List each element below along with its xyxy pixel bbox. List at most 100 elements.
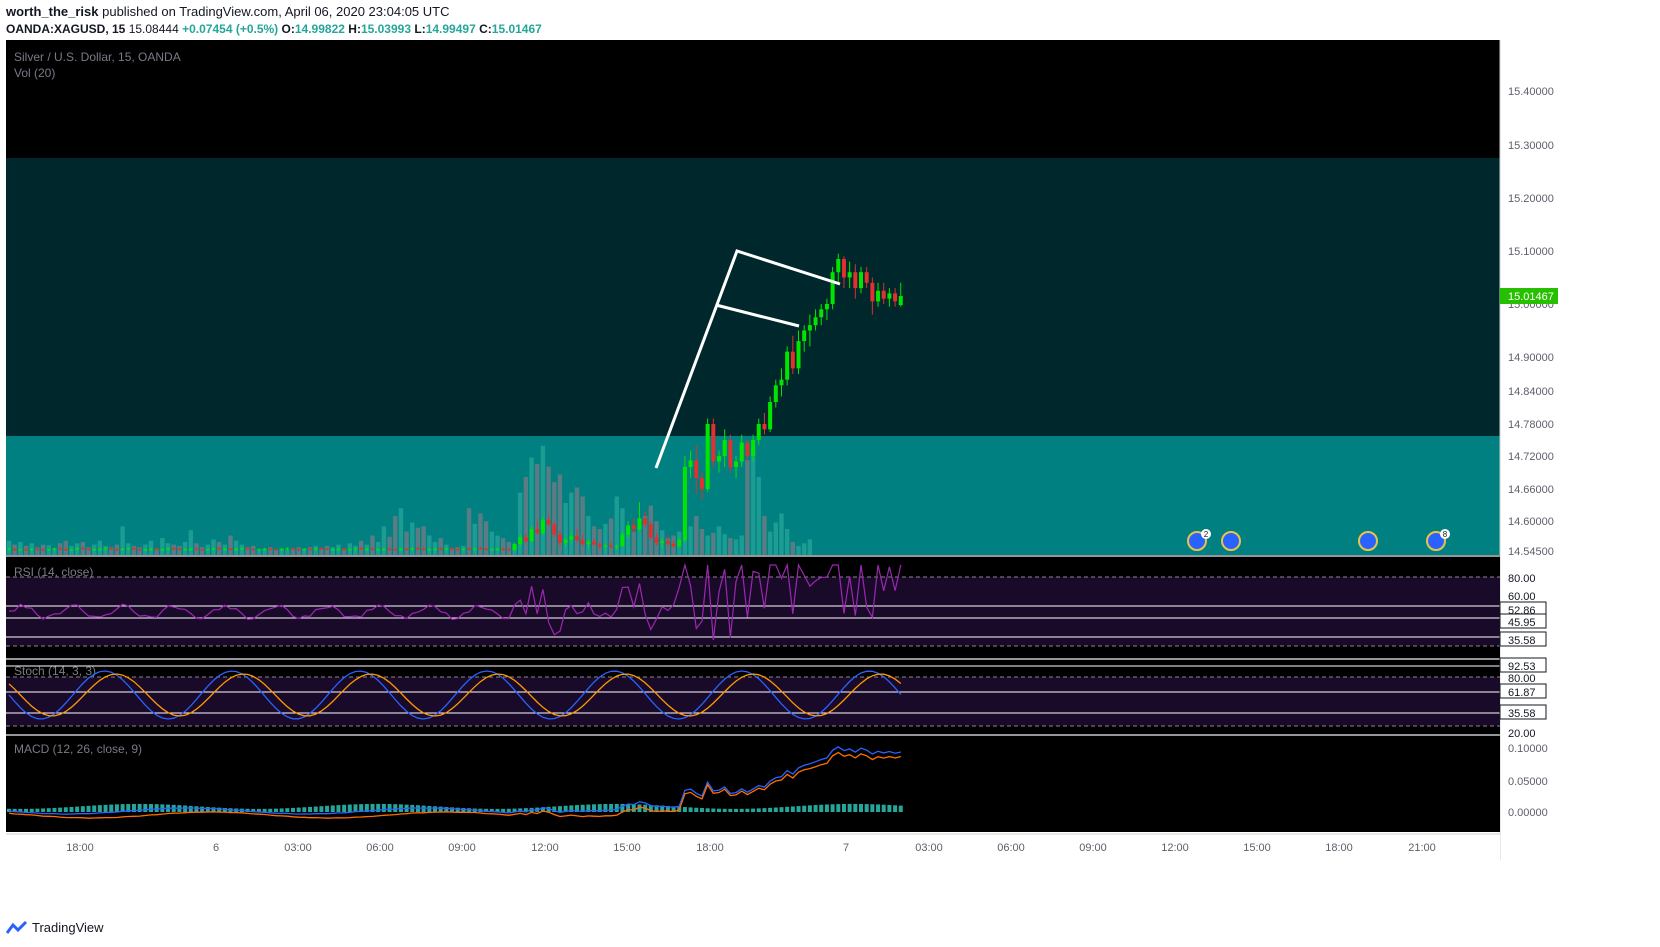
volume-bar (705, 535, 710, 555)
volume-bar (728, 538, 733, 555)
time-tick-label: 18:00 (696, 842, 724, 854)
volume-bar (341, 548, 347, 555)
candle-body (620, 534, 625, 547)
candle-body (472, 548, 477, 550)
macd-histogram-bar (796, 806, 801, 812)
candle-body (876, 290, 881, 302)
macd-histogram-bar (353, 804, 358, 812)
time-tick-label: 03:00 (284, 842, 312, 854)
candle-body (580, 540, 585, 544)
price-tick-label: 14.90000 (1508, 352, 1554, 364)
candle-body (359, 548, 364, 550)
publisher-line: worth_the_risk published on TradingView.… (6, 4, 449, 19)
candle-body (131, 548, 136, 550)
macd-histogram-bar (734, 808, 739, 812)
last-price-badge (1500, 288, 1558, 304)
volume-bar (779, 513, 784, 555)
price-tick-label: 15.40000 (1508, 86, 1554, 98)
author-name[interactable]: worth_the_risk (6, 4, 99, 19)
event-count-badge (1440, 529, 1450, 539)
time-tick-label: 7 (843, 842, 849, 854)
candle-body (546, 519, 551, 525)
volume-bar (307, 547, 313, 555)
macd-pane (6, 736, 1500, 832)
candle-body (540, 519, 545, 533)
macd-histogram-bar (92, 805, 97, 812)
macd-histogram-bar (75, 806, 80, 812)
candle-body (523, 537, 528, 542)
macd-histogram-bar (484, 808, 489, 812)
stoch-level-box (1499, 683, 1547, 699)
macd-histogram-bar (80, 806, 85, 812)
volume-bar (625, 529, 631, 555)
candle-body (273, 549, 278, 551)
macd-histogram-bar (217, 807, 222, 812)
candle-body (586, 541, 591, 544)
volume-bar (279, 548, 284, 555)
volume-bar (614, 496, 619, 555)
candle-body (478, 548, 483, 550)
candle-body (291, 548, 295, 550)
macd-histogram-bar (631, 804, 636, 812)
candle-body (404, 548, 409, 550)
volume-bar (256, 549, 262, 555)
volume-bar (52, 548, 57, 555)
stoch-level-box (1499, 657, 1547, 673)
candle-body (114, 549, 119, 551)
price-tick-label: 14.54500 (1508, 546, 1554, 558)
volume-bar (188, 530, 193, 555)
volume-bar (722, 534, 727, 555)
volume-bar (500, 538, 506, 555)
volume-bar (421, 526, 426, 555)
rsi-tick-label: 60.00 (1508, 591, 1536, 603)
volume-bar (234, 540, 239, 555)
candle-body (7, 548, 11, 550)
candle-body (308, 548, 313, 550)
volume-bar (449, 548, 455, 555)
price-tick-label: 15.30000 (1508, 140, 1554, 152)
volume-bar (381, 526, 387, 555)
macd-histogram-bar (97, 805, 102, 812)
volume-bar (120, 526, 125, 555)
candle-body (75, 548, 80, 550)
macd-histogram-bar (592, 804, 597, 812)
macd-histogram-bar (540, 807, 545, 812)
volume-bar (489, 531, 494, 555)
volume-bar (688, 526, 693, 555)
volume-bar (523, 477, 529, 555)
volume-bar (518, 492, 523, 555)
macd-histogram-bar (455, 807, 460, 812)
macd-histogram-bar (438, 806, 443, 812)
candle-body (427, 549, 432, 551)
candle-body (381, 548, 386, 550)
macd-histogram-bar (109, 804, 114, 812)
candle-body (149, 548, 153, 550)
open-value: 14.99822 (294, 22, 345, 36)
candle-body (319, 548, 324, 550)
volume-bar (154, 548, 159, 555)
macd-line (8, 746, 901, 815)
volume-bar (455, 547, 460, 555)
price-tick-label: 14.60000 (1508, 516, 1554, 528)
candle-body (603, 545, 608, 547)
macd-histogram-bar (387, 804, 392, 812)
macd-histogram-bar (682, 807, 687, 812)
price-tick-label: 15.20000 (1508, 193, 1554, 205)
candle-body (637, 518, 642, 530)
macd-histogram-bar (671, 806, 676, 812)
stoch-tick-label: 92.53 (1508, 661, 1536, 673)
volume-bar (285, 549, 290, 555)
high-value: 15.03993 (360, 22, 412, 36)
volume-bar (762, 516, 767, 555)
footer-brand: TradingView (32, 920, 104, 935)
candle-body (200, 549, 205, 551)
tradingview-logo-icon (6, 920, 28, 934)
price-change: +0.07454 (+0.5%) (182, 22, 279, 36)
candle-body (279, 548, 284, 550)
macd-histogram-bar (313, 806, 318, 812)
candle-body (194, 548, 199, 550)
candle-body (751, 440, 756, 456)
candle-body (654, 537, 659, 543)
close-label: C: (479, 22, 492, 36)
